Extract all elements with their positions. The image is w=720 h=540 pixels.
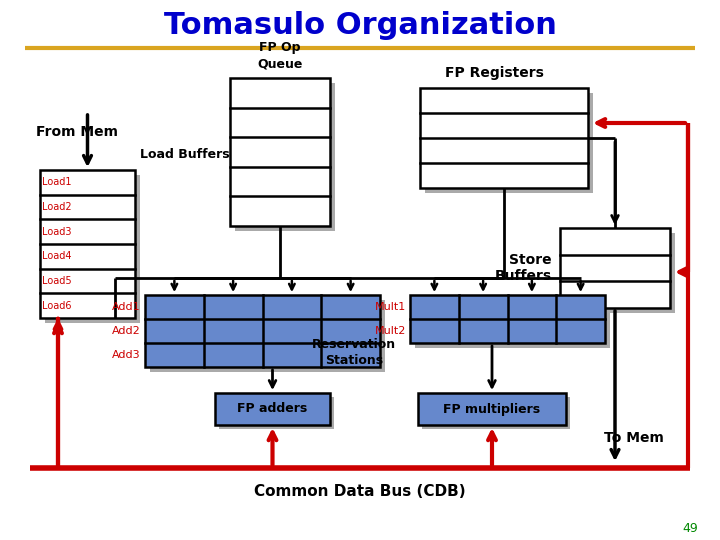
Bar (415, 300, 610, 348)
Text: Load3: Load3 (42, 227, 71, 237)
Text: FP adders: FP adders (238, 402, 307, 415)
Text: FP multipliers: FP multipliers (444, 402, 541, 415)
Bar (235, 83, 335, 231)
Text: Load6: Load6 (42, 301, 71, 310)
Text: Add3: Add3 (112, 350, 141, 360)
Bar (410, 295, 605, 343)
Text: Store
Buffers: Store Buffers (495, 253, 552, 283)
Bar (565, 233, 675, 313)
Text: Load1: Load1 (42, 177, 71, 187)
Text: FP Registers: FP Registers (444, 66, 544, 80)
Text: Reservation
Stations: Reservation Stations (312, 338, 396, 367)
Bar (215, 393, 330, 425)
Bar (219, 397, 334, 429)
Bar (145, 295, 380, 367)
Text: 49: 49 (683, 522, 698, 535)
Bar (420, 88, 588, 188)
Text: To Mem: To Mem (604, 431, 664, 445)
Text: Load2: Load2 (42, 202, 71, 212)
Text: Add1: Add1 (112, 302, 141, 312)
Bar (230, 78, 330, 226)
Text: From Mem: From Mem (37, 125, 119, 139)
Text: Load Buffers: Load Buffers (140, 148, 230, 161)
Text: Mult2: Mult2 (374, 326, 406, 336)
Bar (422, 397, 570, 429)
Text: Common Data Bus (CDB): Common Data Bus (CDB) (254, 484, 466, 500)
Text: Load4: Load4 (42, 251, 71, 261)
Text: Load5: Load5 (42, 276, 71, 286)
Bar (45, 175, 140, 323)
Bar (425, 93, 593, 193)
Text: FP Op
Queue: FP Op Queue (257, 42, 302, 71)
Text: Add2: Add2 (112, 326, 141, 336)
Text: Mult1: Mult1 (374, 302, 406, 312)
Bar (560, 228, 670, 308)
Bar (40, 170, 135, 318)
Bar (150, 300, 385, 372)
Bar (418, 393, 566, 425)
Text: Tomasulo Organization: Tomasulo Organization (163, 11, 557, 40)
